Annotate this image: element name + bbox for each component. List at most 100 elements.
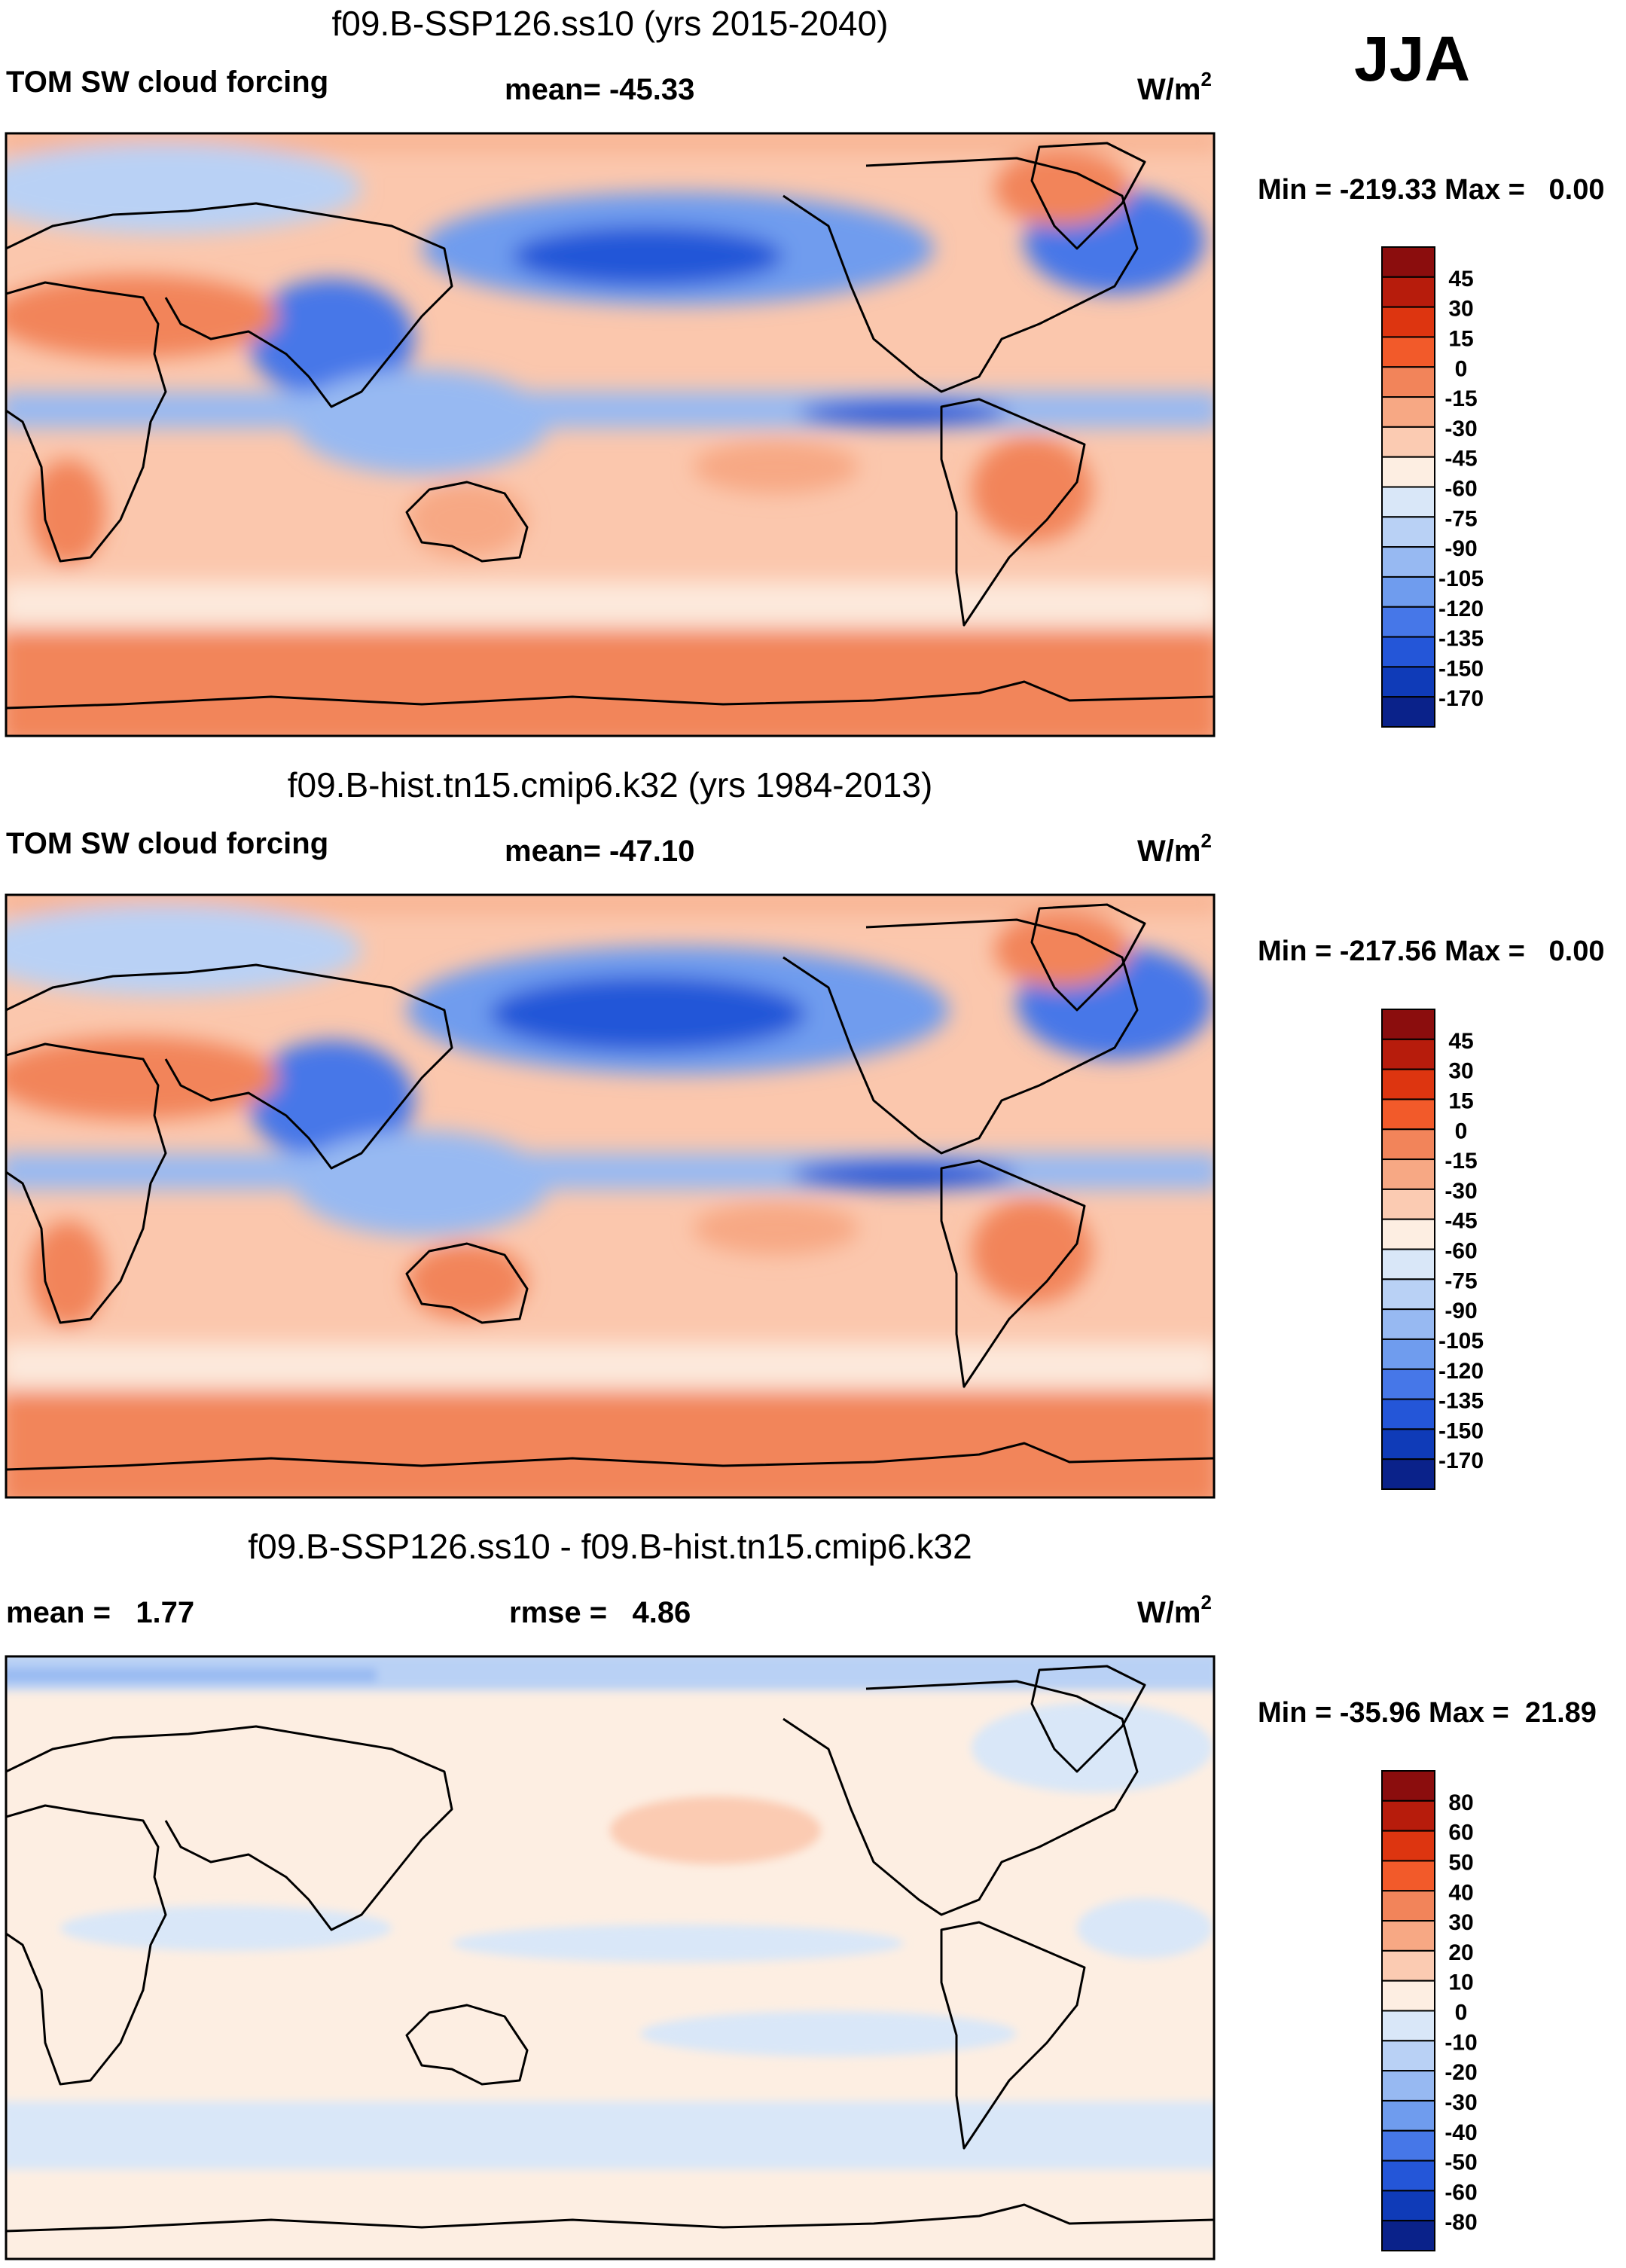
panel-2-variable: TOM SW cloud forcing	[6, 827, 328, 860]
north-atlantic-cloud	[6, 905, 362, 995]
southern-africa-clear	[30, 459, 105, 565]
colorbar-tick-label: -75	[1444, 506, 1477, 531]
colorbar-tick-label: -15	[1444, 1149, 1477, 1174]
colorbar-swatch	[1381, 336, 1435, 368]
itcz-band	[6, 1153, 1214, 1189]
coastlines	[6, 903, 1214, 1471]
colorbar-tick-label: 0	[1455, 2001, 1468, 2025]
colorbar-swatch	[1381, 1770, 1435, 1802]
panel-3-mean: mean = 1.77	[6, 1596, 194, 1629]
colorbar-tick-label: -120	[1438, 1359, 1484, 1384]
colorbar-tick-label: -90	[1444, 536, 1477, 561]
eurasia-coast	[6, 1725, 453, 1931]
colorbar-tick-label: 40	[1448, 1880, 1473, 1905]
colorbar-swatch	[1381, 1368, 1435, 1400]
panel-1: f09.B-SSP126.ss10 (yrs 2015-2040) TOM SW…	[5, 4, 1604, 737]
colorbar-swatch	[1381, 1860, 1435, 1892]
colorbar-swatch	[1381, 1068, 1435, 1100]
south-america-clear	[972, 437, 1092, 542]
colorbar-swatch	[1381, 1428, 1435, 1461]
australia-coast	[405, 481, 529, 563]
north-pacific-core	[512, 226, 783, 286]
colorbar-tick-label: 60	[1448, 1821, 1473, 1845]
north-america-coast	[782, 918, 1139, 1155]
north-pacific-positive	[610, 1796, 821, 1864]
colorbar-tick-label: -135	[1438, 1389, 1484, 1414]
colorbar-swatch	[1381, 1248, 1435, 1281]
colorbar-tick-label: -170	[1438, 686, 1484, 711]
colorbar-swatch	[1381, 1308, 1435, 1340]
colorbar-tick-label: -75	[1444, 1268, 1477, 1293]
panel-2-units: W/m2	[1137, 829, 1212, 868]
colorbar-swatch	[1381, 696, 1435, 728]
season-label: JJA	[1354, 23, 1470, 94]
colorbar-swatch	[1381, 1830, 1435, 1862]
australia-clear	[407, 482, 527, 557]
colorbar-swatch	[1381, 306, 1435, 338]
greenland-coast	[1030, 903, 1146, 1012]
colorbar-swatch	[1381, 1158, 1435, 1190]
subtropical-pacific-clear	[693, 441, 859, 493]
north-america-coast	[782, 1680, 1139, 1916]
colorbar-tick-label: -150	[1438, 1418, 1484, 1443]
colorbar-swatch	[1381, 1799, 1435, 1832]
colorbar-tick-label: 0	[1455, 356, 1468, 381]
south-america-coast	[940, 1921, 1086, 2150]
africa-coast	[6, 1042, 167, 1324]
colorbar-tick-label: -45	[1444, 447, 1477, 472]
panel-3-units: W/m2	[1137, 1591, 1212, 1629]
colorbar-tick-label: -60	[1444, 2180, 1477, 2205]
greenland-clear	[994, 912, 1130, 987]
colorbar-tick-label: -90	[1444, 1299, 1477, 1323]
panel-3-frame	[5, 1655, 1216, 2260]
panel-1-mean: mean= -45.33	[505, 73, 694, 106]
eurasia-coast	[6, 963, 453, 1170]
colorbar-swatch	[1381, 2010, 1435, 2042]
panel-3-colorbar: 80 60 50 40 30 20 10 0 -10 -20 -30 -40 -50 -60 -80	[1381, 1770, 1478, 2251]
antarctica-coast	[6, 2203, 1214, 2233]
colorbar-tick-label: 30	[1448, 1059, 1473, 1084]
antarctica-coast	[6, 680, 1214, 710]
colorbar-swatch	[1381, 276, 1435, 308]
colorbar-tick-label: 30	[1448, 297, 1473, 322]
colorbar-swatch	[1381, 2070, 1435, 2102]
maritime-continent-cloud	[294, 369, 550, 475]
colorbar-swatch	[1381, 2129, 1435, 2162]
colorbar-swatch	[1381, 456, 1435, 488]
coastlines	[6, 1665, 1214, 2233]
colorbar-swatch	[1381, 516, 1435, 548]
colorbar-swatch	[1381, 1218, 1435, 1250]
east-asia-cloud	[249, 279, 414, 399]
colorbar-tick-label: -170	[1438, 1448, 1484, 1473]
subtropical-pacific-clear	[693, 1202, 859, 1255]
colorbar-swatch	[1381, 366, 1435, 398]
colorbar-tick-label: -60	[1444, 1239, 1477, 1264]
colorbar-tick-label: -30	[1444, 1179, 1477, 1204]
colorbar-tick-label: 15	[1448, 326, 1473, 351]
panel-3-rmse: rmse = 4.86	[509, 1596, 691, 1629]
colorbar-tick-label: -120	[1438, 597, 1484, 621]
greenland-coast	[1030, 142, 1146, 250]
north-america-coast	[782, 157, 1139, 393]
colorbar-tick-label: -40	[1444, 2120, 1477, 2145]
itcz-band	[6, 392, 1214, 428]
panel-1-frame	[5, 132, 1216, 737]
colorbar-tick-label: -135	[1438, 627, 1484, 652]
colorbar-swatch	[1381, 396, 1435, 428]
arctic-negative-core	[6, 1668, 377, 1682]
colorbar-swatch	[1381, 2160, 1435, 2192]
colorbar-swatch	[1381, 546, 1435, 578]
colorbar-tick-label: 80	[1448, 1790, 1473, 1815]
panel-3-title: f09.B-SSP126.ss10 - f09.B-hist.tn15.cmip…	[248, 1527, 972, 1566]
panel-2-mean: mean= -47.10	[505, 835, 694, 868]
indian-ocean-negative	[60, 1906, 392, 1951]
panel-1-units: W/m2	[1137, 68, 1212, 106]
colorbar-tick-label: 50	[1448, 1850, 1473, 1875]
colorbar-swatch	[1381, 2190, 1435, 2222]
colorbar-swatch	[1381, 1098, 1435, 1131]
colorbar-swatch	[1381, 1038, 1435, 1070]
colorbar-tick-label: 45	[1448, 267, 1473, 292]
panel-1-minmax: Min = -219.33 Max = 0.00	[1258, 174, 1604, 206]
sahara-clear	[6, 1036, 279, 1119]
panel-1-colorbar: 45 30 15 0 -15 -30 -45 -60 -75 -90 -105 -120 -135 -15…	[1381, 246, 1484, 728]
